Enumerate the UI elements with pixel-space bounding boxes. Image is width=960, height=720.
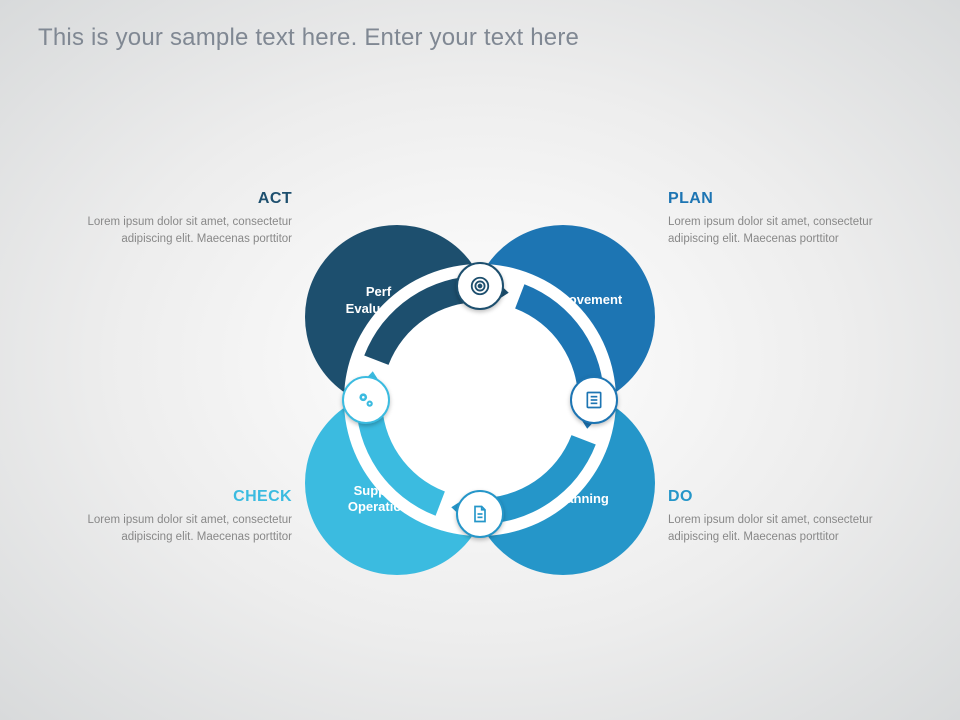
block-heading-check: CHECK [82,488,292,506]
checklist-icon [570,376,618,424]
block-body-do: Lorem ipsum dolor sit amet, consectetur … [668,512,878,545]
block-body-plan: Lorem ipsum dolor sit amet, consectetur … [668,214,878,247]
document-icon [456,490,504,538]
target-icon [456,262,504,310]
block-body-check: Lorem ipsum dolor sit amet, consectetur … [82,512,292,545]
block-do: DO Lorem ipsum dolor sit amet, consectetu… [668,488,878,545]
block-act: ACT Lorem ipsum dolor sit amet, consectet… [82,190,292,247]
ring-inner [388,308,572,492]
block-body-act: Lorem ipsum dolor sit amet, consectetur … [82,214,292,247]
block-heading-do: DO [668,488,878,506]
block-heading-plan: PLAN [668,190,878,208]
block-heading-act: ACT [82,190,292,208]
diagram-stage: Perf EvaluationImprovementPlanningSuppor… [0,0,960,720]
block-plan: PLAN Lorem ipsum dolor sit amet, consecte… [668,190,878,247]
block-check: CHECK Lorem ipsum dolor sit amet, consect… [82,488,292,545]
gears-icon [342,376,390,424]
